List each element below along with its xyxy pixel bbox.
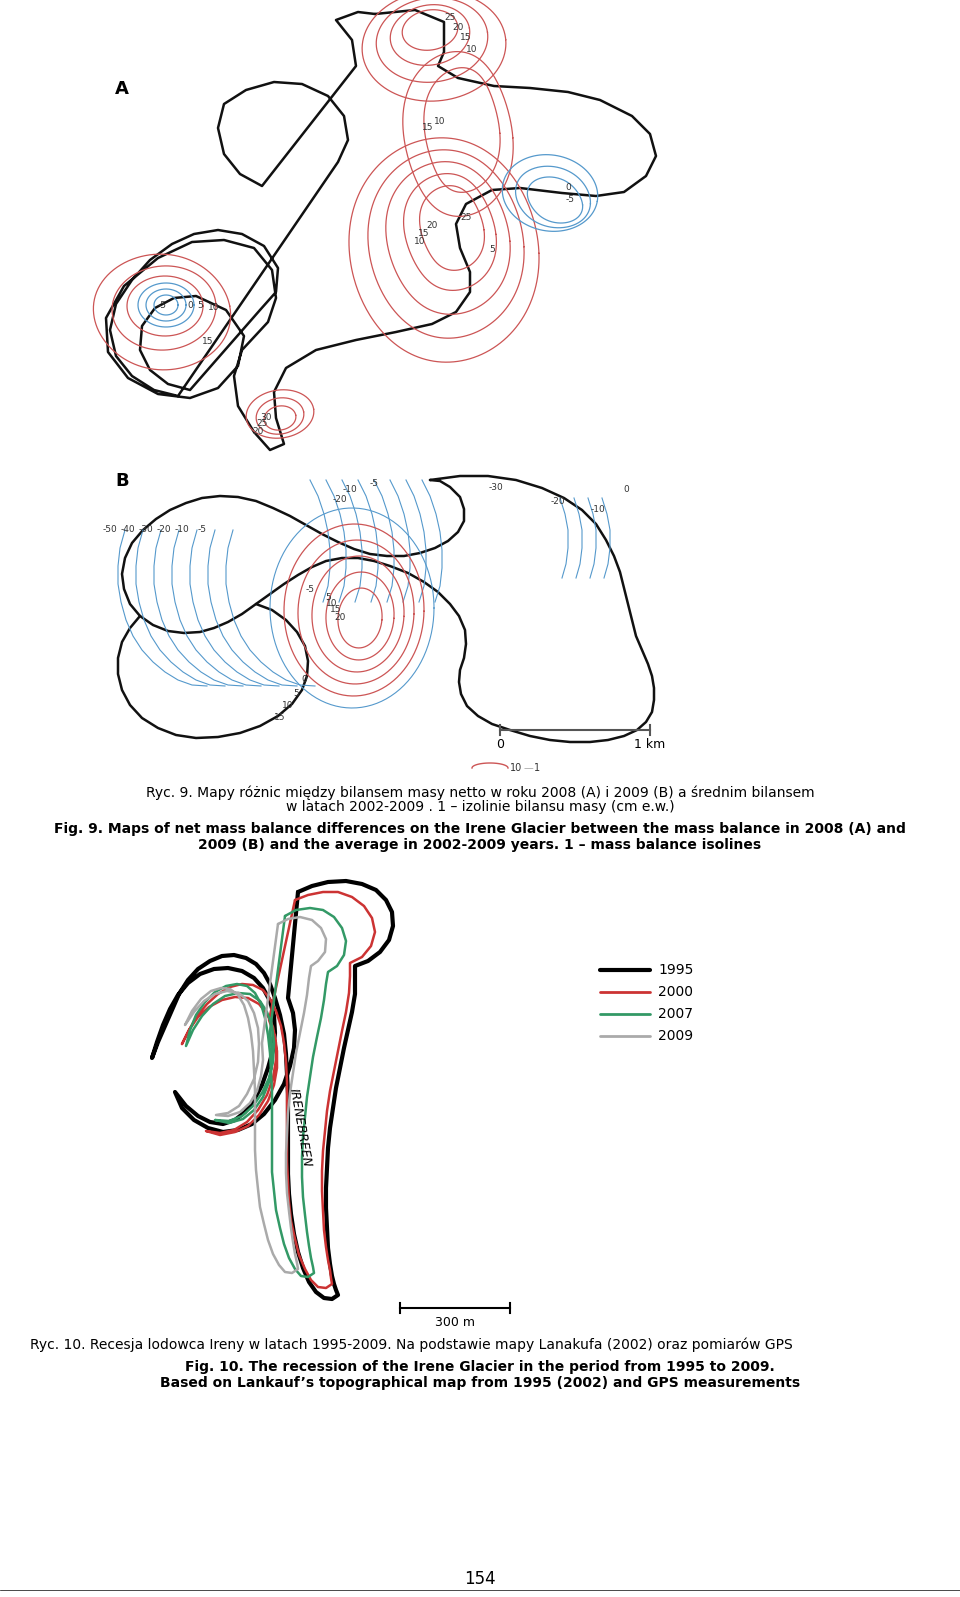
Text: 30: 30 [260,414,272,423]
Text: 20: 20 [452,24,464,32]
Text: 20: 20 [334,613,346,623]
Text: 15: 15 [422,123,434,133]
Text: 0: 0 [301,676,307,685]
Text: -5: -5 [157,302,166,310]
Text: -20: -20 [333,495,348,505]
Text: 1 km: 1 km [635,738,665,751]
Text: -5: -5 [198,525,207,535]
Text: 25: 25 [444,13,456,22]
Text: 2000: 2000 [658,985,693,1000]
Text: -20: -20 [156,525,171,535]
Text: -5: -5 [305,586,315,594]
Text: -30: -30 [489,484,503,492]
Text: -40: -40 [120,525,135,535]
Text: 15: 15 [203,337,214,347]
Text: 10: 10 [467,45,478,54]
Text: 300 m: 300 m [435,1316,475,1329]
Text: 10: 10 [326,599,338,608]
Text: -10: -10 [175,525,189,535]
Text: 154: 154 [465,1570,495,1587]
Text: Ryc. 10. Recesja lodowca Ireny w latach 1995-2009. Na podstawie mapy Lanakufa (2: Ryc. 10. Recesja lodowca Ireny w latach … [30,1338,793,1353]
Text: -5: -5 [370,479,378,489]
Text: 5: 5 [325,594,331,602]
Text: 0: 0 [187,302,193,310]
Text: IRENEBREEN: IRENEBREEN [287,1088,313,1169]
Text: Ryc. 9. Mapy różnic między bilansem masy netto w roku 2008 (A) i 2009 (B) a śred: Ryc. 9. Mapy różnic między bilansem masy… [146,786,814,800]
Text: 10: 10 [208,303,220,313]
Text: 5: 5 [293,690,299,698]
Text: Fig. 10. The recession of the Irene Glacier in the period from 1995 to 2009.: Fig. 10. The recession of the Irene Glac… [185,1361,775,1373]
Text: 1: 1 [534,763,540,773]
Text: 20: 20 [252,428,264,436]
Text: 10: 10 [415,238,425,246]
Text: 15: 15 [330,605,342,615]
Text: 15: 15 [275,714,286,722]
Text: 15: 15 [460,34,471,43]
Text: 0: 0 [623,485,629,495]
Text: 25: 25 [256,420,268,428]
Text: 10: 10 [282,701,294,711]
Text: Fig. 9. Maps of net mass balance differences on the Irene Glacier between the ma: Fig. 9. Maps of net mass balance differe… [54,822,906,835]
Text: A: A [115,80,129,97]
Text: w latach 2002-2009 . 1 – izolinie bilansu masy (cm e.w.): w latach 2002-2009 . 1 – izolinie bilans… [286,800,674,814]
Text: 5: 5 [197,302,203,310]
Text: 15: 15 [419,228,430,238]
Text: 5: 5 [490,246,494,254]
Text: -10: -10 [590,506,606,514]
Text: —: — [524,763,534,773]
Text: 20: 20 [426,222,438,230]
Text: Based on Lankauf’s topographical map from 1995 (2002) and GPS measurements: Based on Lankauf’s topographical map fro… [160,1377,800,1389]
Text: 2009 (B) and the average in 2002-2009 years. 1 – mass balance isolines: 2009 (B) and the average in 2002-2009 ye… [199,838,761,853]
Text: 0: 0 [565,184,571,193]
Text: 2007: 2007 [658,1008,693,1020]
Text: 0: 0 [496,738,504,751]
Text: -10: -10 [343,485,357,495]
Text: 10: 10 [510,763,522,773]
Text: B: B [115,473,129,490]
Text: -5: -5 [565,195,574,204]
Text: 25: 25 [460,214,471,222]
Text: 1995: 1995 [658,963,693,977]
Text: 10: 10 [434,118,445,126]
Text: -50: -50 [103,525,117,535]
Text: -20: -20 [551,498,565,506]
Text: -30: -30 [138,525,153,535]
Text: 2009: 2009 [658,1028,693,1043]
